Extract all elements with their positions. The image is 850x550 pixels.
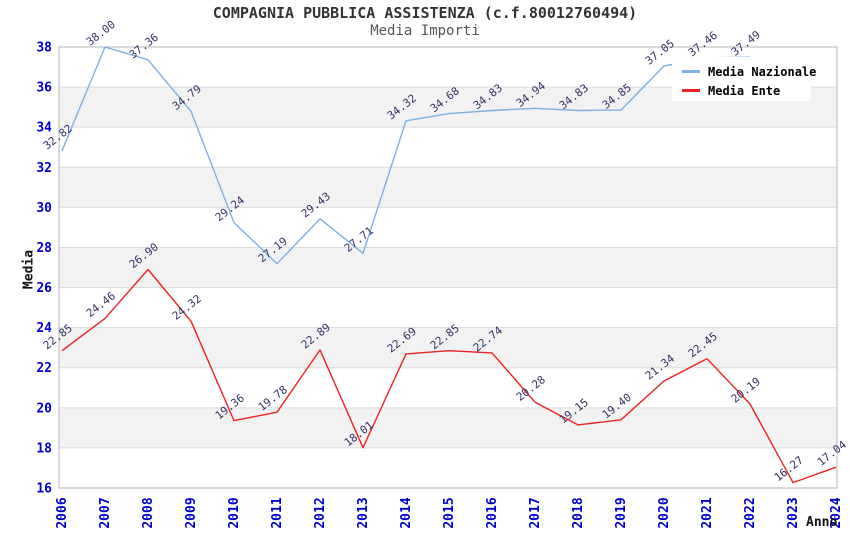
x-tick-label: 2015 (442, 497, 457, 528)
x-tick-label: 2010 (227, 497, 242, 528)
legend: Media Nazionale Media Ente (672, 57, 816, 101)
x-tick-label: 2016 (485, 497, 500, 528)
y-tick-label: 18 (36, 441, 52, 456)
value-label: 37.49 (729, 28, 763, 59)
chart-title: COMPAGNIA PUBBLICA ASSISTENZA (c.f.80012… (212, 4, 638, 22)
x-tick-label: 2013 (356, 497, 371, 528)
y-tick-label: 34 (36, 121, 52, 136)
y-tick-label: 28 (36, 241, 52, 256)
legend-item-media-nazionale: Media Nazionale (672, 62, 816, 81)
media-ente-line-swatch (682, 89, 700, 92)
x-tick-label: 2017 (528, 497, 543, 528)
y-tick-label: 32 (36, 161, 52, 176)
x-tick-label: 2008 (141, 497, 156, 528)
value-label: 24.32 (170, 292, 204, 323)
x-tick-label: 2023 (786, 497, 801, 528)
x-tick-label: 2021 (700, 497, 715, 528)
media-nazionale-line-swatch (682, 70, 700, 73)
y-tick-label: 30 (36, 201, 52, 216)
y-axis-title: Media (21, 249, 37, 290)
value-label: 20.28 (514, 373, 548, 404)
background-band (59, 327, 837, 368)
legend-label-media-ente: Media Ente (708, 83, 781, 98)
y-tick-label: 16 (36, 482, 52, 497)
value-label: 37.46 (686, 29, 720, 60)
x-tick-label: 2011 (270, 497, 285, 528)
legend-item-media-ente: Media Ente (672, 81, 811, 100)
x-tick-label: 2007 (98, 497, 113, 528)
y-tick-label: 20 (36, 401, 52, 416)
x-tick-label: 2012 (313, 497, 328, 528)
y-tick-label: 38 (36, 41, 52, 56)
x-axis-title: Anno (806, 515, 838, 530)
x-tick-label: 2014 (399, 497, 414, 528)
x-tick-label: 2020 (657, 497, 672, 528)
x-tick-label: 2006 (55, 497, 70, 528)
x-tick-label: 2009 (184, 497, 199, 528)
background-band (59, 247, 837, 288)
background-band (59, 407, 837, 448)
y-tick-label: 22 (36, 361, 52, 376)
legend-label-media-nazionale: Media Nazionale (708, 64, 817, 79)
media-ente-line (61, 268, 837, 484)
value-label: 37.36 (127, 31, 161, 62)
y-tick-label: 26 (36, 281, 52, 296)
media-nazionale-line (61, 46, 751, 265)
x-tick-label: 2022 (743, 497, 758, 528)
y-tick-label: 36 (36, 81, 52, 96)
plot-border (58, 46, 838, 489)
value-label: 38.00 (84, 18, 118, 49)
value-label: 24.46 (84, 289, 118, 320)
x-tick-label: 2024 (829, 497, 844, 528)
x-tick-label: 2018 (571, 497, 586, 528)
value-label: 20.19 (729, 375, 763, 406)
background-band (59, 167, 837, 208)
y-tick-label: 24 (36, 321, 52, 336)
chart-subtitle: Media Importi (370, 23, 480, 39)
x-tick-label: 2019 (614, 497, 629, 528)
